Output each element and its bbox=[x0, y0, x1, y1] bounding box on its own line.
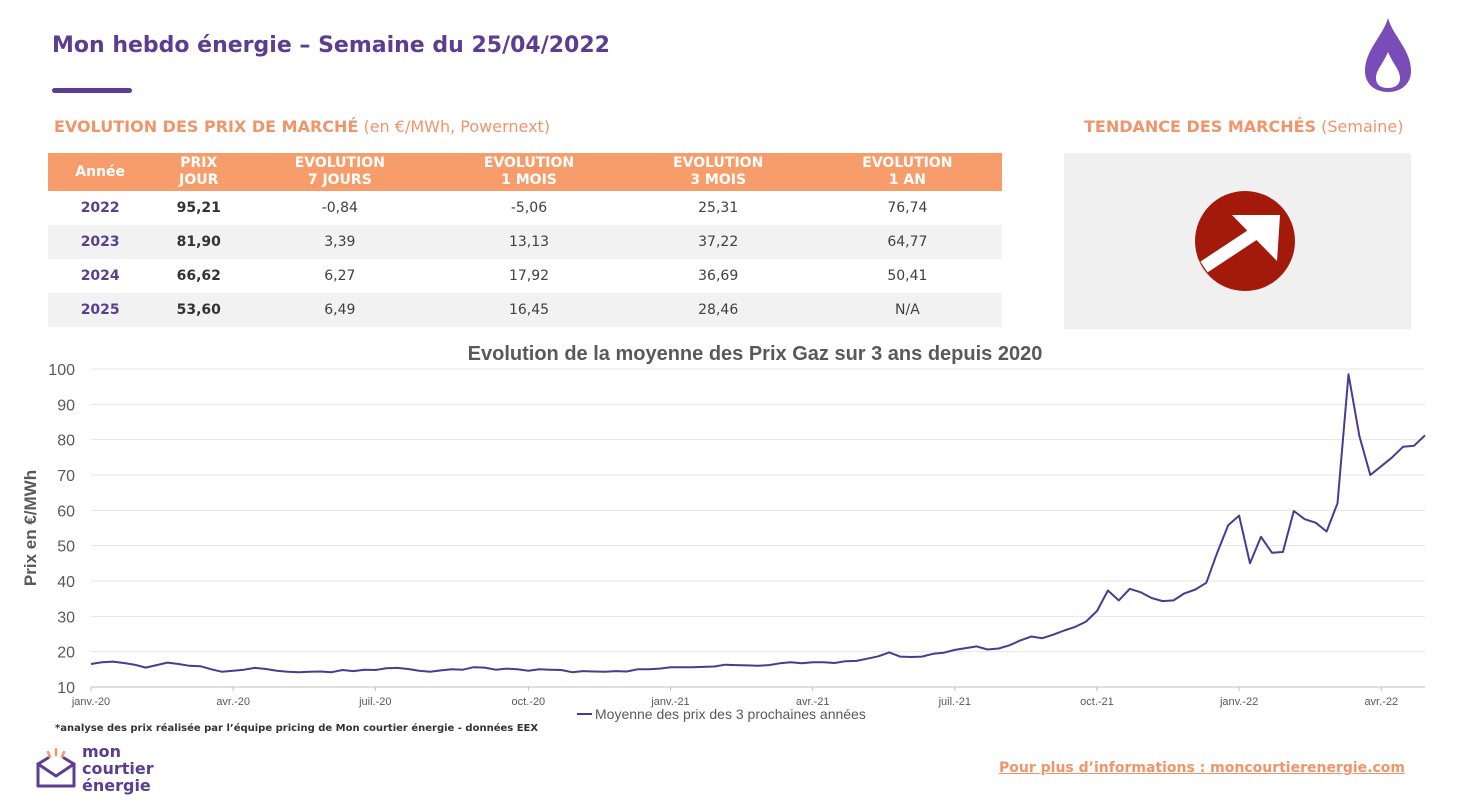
table-cell: 6,49 bbox=[245, 293, 435, 327]
y-tick-label: 100 bbox=[48, 362, 75, 379]
y-tick-label: 60 bbox=[57, 503, 75, 520]
x-tick-label: avr.-22 bbox=[1364, 696, 1398, 708]
section-subtitle: (Semaine) bbox=[1321, 117, 1404, 136]
legend-label: Moyenne des prix des 3 prochaines années bbox=[595, 706, 866, 722]
y-tick-label: 10 bbox=[57, 680, 75, 697]
table-cell: 16,45 bbox=[434, 293, 624, 327]
table-cell: 64,77 bbox=[812, 225, 1002, 259]
y-tick-label: 90 bbox=[57, 397, 75, 414]
x-tick-label: oct.-21 bbox=[1080, 696, 1114, 708]
x-tick-label: oct.-20 bbox=[512, 696, 546, 708]
header-line: 1 MOIS bbox=[501, 172, 557, 188]
header-line: 3 MOIS bbox=[690, 172, 747, 188]
y-axis-title: Prix en €/MWh bbox=[21, 470, 40, 586]
column-header: EVOLUTION 1 MOIS bbox=[434, 153, 624, 191]
y-tick-label: 70 bbox=[57, 468, 75, 485]
table-header: Année PRIX JOUR EVOLUTION 7 JOURS EVOLUTION 1 … bbox=[48, 153, 1002, 191]
table-row: 2023 81,90 3,39 13,13 37,22 64,77 bbox=[48, 225, 1002, 259]
header-line: EVOLUTION bbox=[483, 155, 575, 171]
website-link[interactable]: Pour plus d’informations : moncourtieren… bbox=[999, 760, 1405, 776]
logo-line: courtier bbox=[82, 759, 154, 778]
x-tick-label: avr.-21 bbox=[796, 696, 830, 708]
column-header: EVOLUTION 3 MOIS bbox=[623, 153, 813, 191]
header-line: PRIX bbox=[180, 155, 218, 171]
table-row: 2022 95,21 -0,84 -5,06 25,31 76,74 bbox=[48, 191, 1002, 225]
title-underline bbox=[52, 88, 132, 93]
table-cell: 25,31 bbox=[698, 200, 739, 216]
table-cell: 95,21 bbox=[176, 200, 221, 216]
page-title: Mon hebdo énergie – Semaine du 25/04/202… bbox=[52, 33, 610, 58]
column-header: EVOLUTION 1 AN bbox=[812, 153, 1002, 191]
header-line: 7 JOURS bbox=[307, 172, 372, 188]
series-line bbox=[90, 373, 1426, 674]
column-header: PRIX JOUR bbox=[152, 153, 246, 191]
table-cell: 2025 bbox=[48, 293, 153, 327]
header-line: Année bbox=[75, 163, 126, 180]
table-cell: 2022 bbox=[80, 200, 120, 216]
table-cell: 81,90 bbox=[152, 225, 246, 259]
header-line: EVOLUTION bbox=[862, 155, 953, 171]
table-cell: 36,69 bbox=[698, 268, 739, 284]
section-heading: TENDANCE DES MARCHÉS bbox=[1084, 117, 1317, 136]
footnote: *analyse des prix réalisée par l’équipe … bbox=[55, 723, 539, 734]
header-line: JOUR bbox=[179, 172, 219, 188]
section-subtitle: (en €/MWh, Powernext) bbox=[363, 117, 551, 136]
table-row: 2025 53,60 6,49 16,45 28,46 N/A bbox=[48, 293, 1002, 327]
x-tick-label: juil.-21 bbox=[938, 696, 971, 708]
table-row: 2024 66,62 6,27 17,92 36,69 50,41 bbox=[48, 259, 1002, 293]
table-cell: 3,39 bbox=[245, 225, 435, 259]
table-cell: -0,84 bbox=[321, 200, 358, 216]
logo-text: mon courtier énergie bbox=[82, 743, 154, 794]
header-line: EVOLUTION bbox=[294, 155, 385, 171]
y-tick-label: 40 bbox=[57, 574, 75, 591]
flame-icon bbox=[1365, 18, 1411, 92]
y-tick-label: 50 bbox=[57, 539, 75, 556]
table-cell: 2023 bbox=[48, 225, 153, 259]
y-tick-label: 30 bbox=[57, 609, 75, 626]
table-cell: 66,62 bbox=[176, 268, 221, 284]
column-header: EVOLUTION 7 JOURS bbox=[245, 153, 435, 191]
table-cell: 6,27 bbox=[324, 268, 356, 284]
table-cell: 37,22 bbox=[623, 225, 813, 259]
logo-icon bbox=[36, 748, 76, 788]
x-tick-label: juil.-20 bbox=[358, 696, 391, 708]
section-heading: EVOLUTION DES PRIX DE MARCHÉ bbox=[54, 117, 359, 136]
y-tick-label: 20 bbox=[57, 645, 75, 662]
trend-icon bbox=[1195, 191, 1295, 291]
table-cell: 50,41 bbox=[887, 268, 928, 284]
header-line: EVOLUTION bbox=[673, 155, 764, 171]
table-cell: 53,60 bbox=[152, 293, 246, 327]
table-body: 2022 95,21 -0,84 -5,06 25,31 76,74 2023 81,90 3,… bbox=[48, 191, 1002, 327]
trend-box bbox=[1064, 153, 1411, 329]
section-title: EVOLUTION DES PRIX DE MARCHÉ (en €/MWh, … bbox=[54, 117, 550, 136]
x-tick-label: janv.-21 bbox=[650, 696, 689, 708]
table-cell: 76,74 bbox=[887, 200, 928, 216]
column-header: Année bbox=[48, 153, 153, 191]
y-tick-label: 80 bbox=[57, 433, 75, 450]
x-tick-label: janv.-20 bbox=[71, 696, 110, 708]
section-title: TENDANCE DES MARCHÉS (Semaine) bbox=[1084, 117, 1403, 136]
logo-line: mon bbox=[82, 742, 122, 761]
logo-line: énergie bbox=[82, 776, 151, 795]
price-table: Année PRIX JOUR EVOLUTION 7 JOURS EVOLUTION 1 … bbox=[48, 153, 1002, 327]
table-cell: 17,92 bbox=[508, 268, 550, 284]
table-cell: N/A bbox=[812, 293, 1002, 327]
table-cell: 2024 bbox=[80, 268, 120, 284]
x-tick-label: avr.-20 bbox=[216, 696, 250, 708]
chart-title: Evolution de la moyenne des Prix Gaz sur… bbox=[468, 343, 1043, 365]
table-cell: 13,13 bbox=[434, 225, 624, 259]
table-cell: 28,46 bbox=[623, 293, 813, 327]
header-line: 1 AN bbox=[888, 172, 926, 188]
x-tick-label: janv.-22 bbox=[1219, 696, 1258, 708]
table-cell: -5,06 bbox=[510, 200, 548, 216]
